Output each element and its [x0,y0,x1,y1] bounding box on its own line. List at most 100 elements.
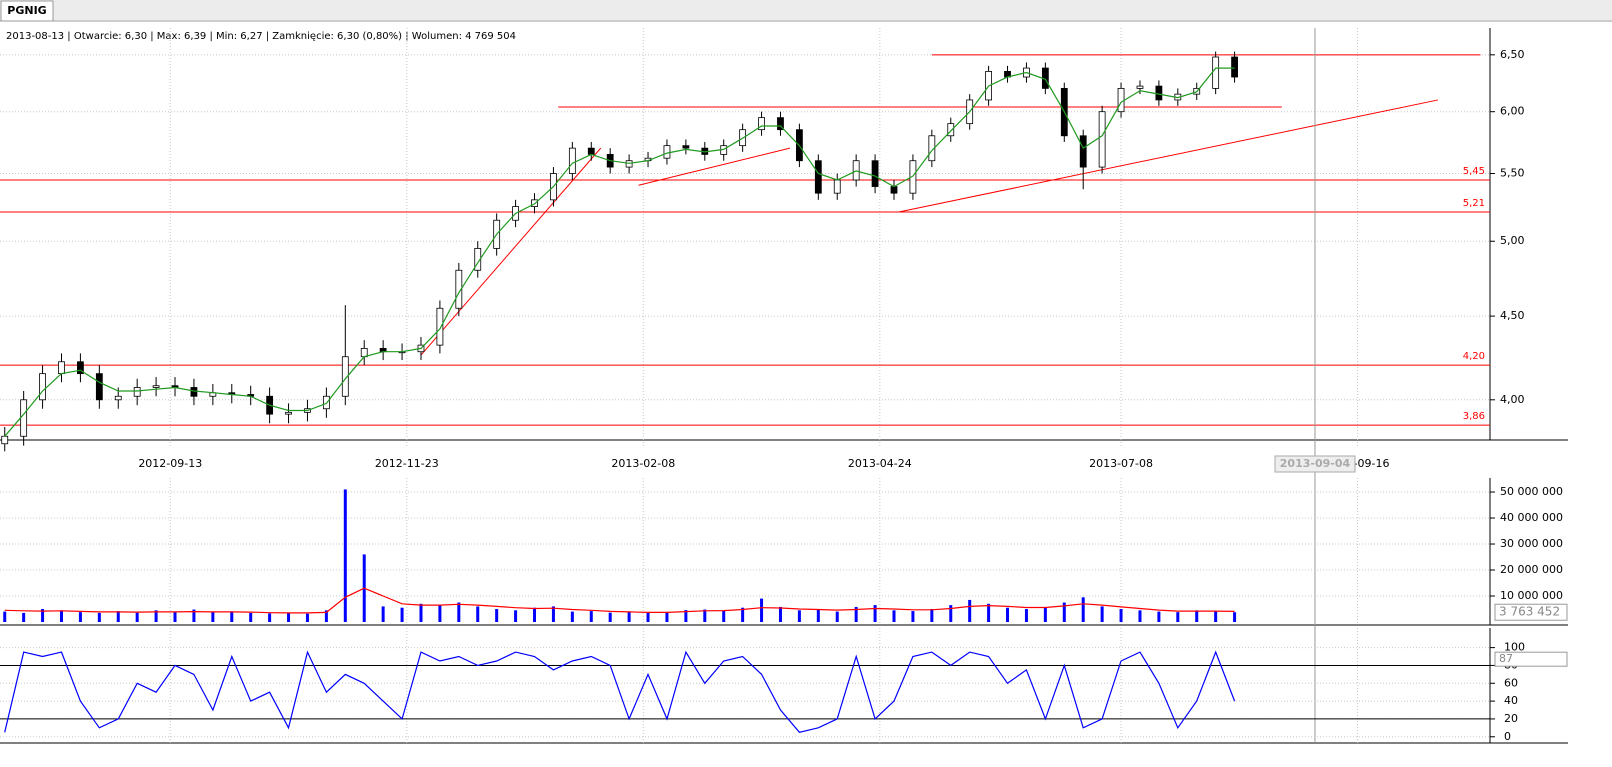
volume-bar [589,611,593,623]
x-tick-label: 2013-02-08 [611,457,675,470]
volume-bar [816,609,820,623]
x-tick-label: 2013-07-08 [1089,457,1153,470]
info-line: 2013-08-13 | Otwarcie: 6,30 | Max: 6,39 … [6,31,516,42]
candle-body [1155,85,1163,101]
current-label: 87 [1499,652,1513,665]
y-tick-label: 5,50 [1500,167,1525,180]
candle-body [1079,135,1087,168]
volume-bar [22,612,26,623]
cursor-label: 2013-09-04 [1280,457,1351,470]
volume-bar [249,612,253,623]
x-tick-label: 2012-11-23 [375,457,439,470]
volume-bar [1195,610,1199,623]
volume-bar [324,610,328,623]
y-tick-label: 40 000 000 [1500,511,1563,524]
y-tick-label: 30 000 000 [1500,537,1563,550]
volume-bar [1024,609,1028,623]
current-box [1494,651,1568,667]
volume-bar [760,598,764,623]
volume-bar [797,610,801,623]
volume-bar [343,489,347,623]
volume-bar [1214,611,1218,623]
volume-bar [59,610,63,623]
candle-body [682,145,690,149]
volume-bar [968,599,972,623]
candle-body [114,395,122,401]
volume-bar [665,611,669,623]
current-label: 3 763 452 [1499,605,1560,619]
volume-bar [778,606,782,623]
tab-label[interactable]: PGNIG [7,4,46,17]
candle-body [20,399,28,437]
volume-bar [1157,611,1161,623]
volume-bar [173,611,177,623]
x-tick-label: 2012-09-13 [138,457,202,470]
y-tick-label: 4,00 [1500,393,1525,406]
volume-bar [154,610,158,623]
candle-body [814,160,822,194]
candle-body [568,147,576,174]
volume-bar [230,611,234,623]
candle-body [341,356,349,397]
volume-bar [135,612,139,623]
volume-bar [400,607,404,623]
volume-bar [1100,606,1104,623]
candle-body [58,361,65,375]
volume-bar [78,612,82,623]
volume-bar [419,603,423,623]
level-label: 5,21 [1463,198,1485,209]
oscillator-line [4,650,1236,733]
volume-bar [911,611,915,623]
volume-bar [1062,602,1066,623]
volume-bar [949,605,953,623]
volume-bar [987,603,991,623]
candle-body [871,160,879,187]
candle-body [909,160,917,194]
volume-bar [514,610,518,623]
candle-body [1,435,9,445]
volume-bar [97,612,101,623]
volume-bar [287,612,291,623]
plot: 4,00 4,50 5,00 5,50 6,00 6,50 2012-09-13 2012-1… [0,28,1568,744]
volume-bar [741,607,745,623]
candle-body [152,385,160,388]
candle-body [1231,56,1238,78]
volume-average [4,587,1235,614]
x-tick-label: 2013-04-24 [848,457,912,470]
volume-bar [1043,607,1047,623]
candle-body [1098,111,1106,168]
volume-bar [570,611,574,623]
candle-body [39,373,46,401]
y-tick-label: 60 [1504,676,1518,689]
y-tick-label: 50 000 000 [1500,485,1563,498]
volume-bar [457,602,461,623]
candle-body [1117,87,1125,113]
candle-body [1212,56,1220,89]
level-label: 3,86 [1463,411,1485,422]
candle-body [947,123,955,137]
trend-line [638,147,791,186]
candle-body [285,411,292,415]
volume-bar [892,610,896,623]
y-tick-label: 100 [1504,641,1525,654]
candle-body [833,179,841,194]
moving-average [4,67,1235,437]
y-tick-label: 20 000 000 [1500,563,1563,576]
volume-bar [41,609,45,623]
y-tick-label: 20 [1504,712,1518,725]
trend-line [898,99,1439,213]
volume-bar [1081,597,1085,623]
current-box [1494,603,1568,621]
candle-body [95,373,103,401]
volume-bar [722,610,726,623]
volume-bar [116,611,120,623]
volume-bar [835,611,839,623]
y-tick-label: 6,00 [1500,105,1525,118]
volume-bar [192,609,196,623]
volume-bar [381,606,385,623]
volume-bar [1138,610,1142,623]
volume-bar [495,609,499,623]
volume-bar [1233,612,1237,623]
candle-body [436,307,444,346]
